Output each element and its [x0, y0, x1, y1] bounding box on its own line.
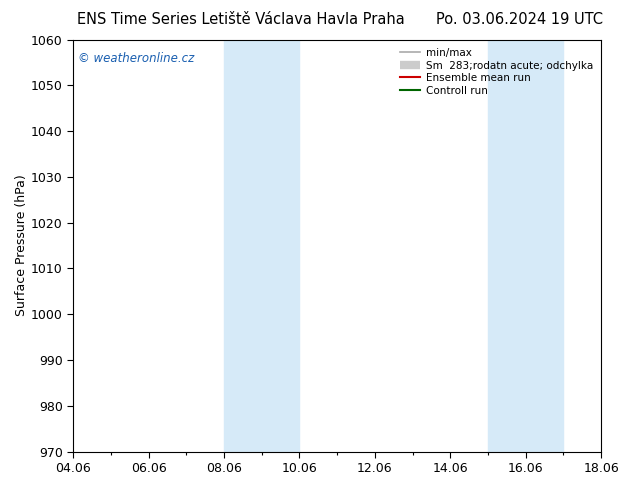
- Legend: min/max, Sm  283;rodatn acute; odchylka, Ensemble mean run, Controll run: min/max, Sm 283;rodatn acute; odchylka, …: [396, 45, 596, 99]
- Bar: [262, 40, 299, 452]
- Bar: [488, 40, 526, 452]
- Bar: [526, 40, 564, 452]
- Y-axis label: Surface Pressure (hPa): Surface Pressure (hPa): [15, 175, 28, 317]
- Text: Po. 03.06.2024 19 UTC: Po. 03.06.2024 19 UTC: [436, 12, 604, 27]
- Text: ENS Time Series Letiště Václava Havla Praha: ENS Time Series Letiště Václava Havla Pr…: [77, 12, 404, 27]
- Bar: [224, 40, 262, 452]
- Text: © weatheronline.cz: © weatheronline.cz: [79, 52, 195, 65]
